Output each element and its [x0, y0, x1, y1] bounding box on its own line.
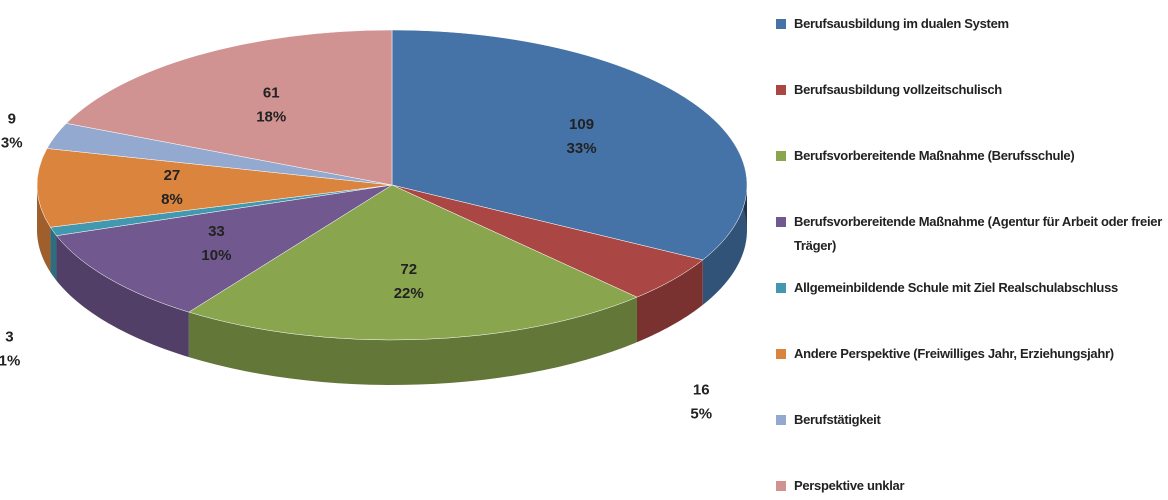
percent-label: 10% [201, 247, 231, 264]
legend-swatch [776, 349, 786, 359]
slice-side [188, 297, 637, 385]
legend-label: Andere Perspektive (Freiwilliges Jahr, E… [794, 346, 1114, 361]
percent-label: 33% [567, 140, 597, 157]
data-label: 109 [569, 116, 594, 133]
legend-label: Allgemeinbildende Schule mit Ziel Realsc… [794, 280, 1118, 295]
slice-side [50, 227, 57, 281]
slice [188, 184, 638, 341]
legend-swatch [776, 283, 786, 293]
legend-item: Berufsvorbereitende Maßnahme (Berufsschu… [776, 144, 1166, 168]
slice [391, 29, 748, 261]
legend-item: Berufsvorbereitende Maßnahme (Agentur fü… [776, 210, 1166, 258]
slice [65, 29, 393, 186]
legend-label: Berufsausbildung im dualen System [794, 16, 1009, 31]
legend-label: Berufsausbildung vollzeitschulisch [794, 82, 1002, 97]
legend-swatch [776, 481, 786, 491]
data-label: 33 [208, 223, 225, 240]
legend-item: Berufstätigkeit [776, 408, 1166, 432]
legend-label: Perspektive unklar [794, 478, 905, 493]
legend-label: Berufsvorbereitende Maßnahme (Agentur fü… [794, 214, 1162, 253]
slice-side [56, 235, 189, 358]
percent-label: 5% [690, 406, 712, 423]
slice [56, 184, 393, 313]
legend-label: Berufsvorbereitende Maßnahme (Berufsschu… [794, 148, 1075, 163]
data-label: 9 [8, 111, 16, 128]
slice [36, 148, 393, 228]
legend-item: Berufsausbildung vollzeitschulisch [776, 78, 1166, 102]
percent-label: 3% [1, 135, 23, 152]
legend-swatch [776, 217, 786, 227]
legend-swatch [776, 19, 786, 29]
percent-label: 22% [394, 285, 424, 302]
legend-item: Allgemeinbildende Schule mit Ziel Realsc… [776, 276, 1166, 300]
data-label: 72 [400, 261, 417, 278]
legend-swatch [776, 85, 786, 95]
slice-side [636, 259, 703, 343]
legend-swatch [776, 151, 786, 161]
percent-label: 18% [256, 109, 286, 126]
legend-swatch [776, 415, 786, 425]
data-label: 61 [263, 85, 280, 102]
percent-label: 8% [161, 191, 183, 208]
legend-label: Berufstätigkeit [794, 412, 881, 427]
chart: 109 33% 16 5% 72 22% 33 10% 3 1% 27 8% 9 3% 61 18% [0, 29, 748, 423]
legend-item: Perspektive unklar [776, 474, 1166, 498]
slice-side [702, 185, 747, 305]
legend-item: Berufsausbildung im dualen System [776, 12, 1166, 36]
legend-item: Andere Perspektive (Freiwilliges Jahr, E… [776, 342, 1166, 366]
data-label: 16 [693, 382, 710, 399]
data-label: 27 [164, 167, 181, 184]
percent-label: 1% [0, 353, 20, 370]
data-label: 3 [5, 329, 13, 346]
